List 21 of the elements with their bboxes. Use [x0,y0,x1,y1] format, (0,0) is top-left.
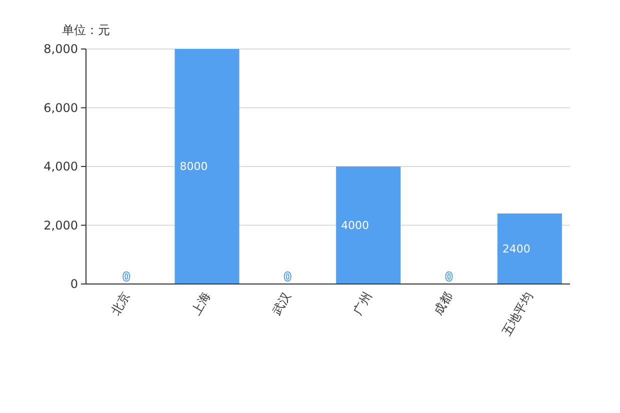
y-tick-label: 0 [70,277,78,291]
x-tick-label: 五地平均 [500,290,536,338]
bar [174,49,240,284]
y-tick-label: 2,000 [44,218,78,232]
data-label: 0 [284,270,292,284]
bar [336,166,401,284]
data-label: 4000 [341,218,370,232]
x-tick-label: 上海 [188,290,214,318]
x-tick-label: 成都 [430,290,456,318]
y-tick-label: 8,000 [44,42,78,56]
data-label: 0 [122,270,130,284]
y-axis-title: 单位：元 [62,23,110,37]
data-label: 0 [446,270,452,284]
x-tick-label: 武汉 [270,290,294,318]
y-tick-label: 4,000 [44,160,78,174]
data-label: 2400 [502,242,530,256]
x-tick-label: 北京 [108,290,132,318]
x-tick-label: 广州 [350,290,374,318]
data-label: 8000 [180,160,208,173]
y-tick-label: 6,000 [44,100,78,115]
bar [497,214,562,284]
